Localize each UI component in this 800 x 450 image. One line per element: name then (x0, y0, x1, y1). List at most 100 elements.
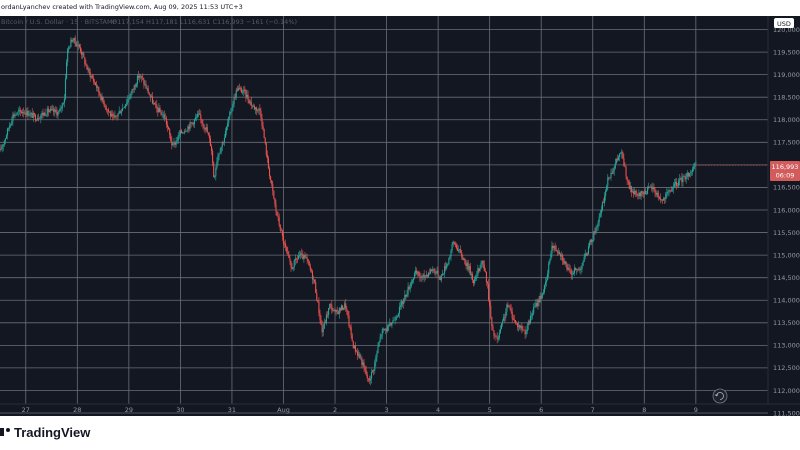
candle-body (299, 255, 301, 256)
candle-body (563, 260, 565, 264)
candle-body (396, 316, 398, 318)
candle-body (71, 39, 73, 42)
candle-body (314, 279, 316, 282)
candle-body (212, 150, 214, 163)
ohlc-legend: O117,154 H117,181 L116,631 C116,993 −161… (112, 18, 297, 26)
candle-body (68, 47, 70, 50)
candle-body (243, 89, 245, 92)
candle-body (169, 129, 171, 135)
candle-body (8, 128, 10, 129)
candle-body (5, 135, 7, 139)
time-tick-label: 9 (694, 406, 698, 414)
candle-body (124, 107, 126, 108)
candle-body (224, 130, 227, 138)
candle-body (499, 328, 501, 333)
candle-body (660, 199, 663, 201)
candle-body (320, 319, 322, 325)
candle-body (366, 374, 368, 379)
candle-body (372, 370, 374, 372)
candle-body (190, 122, 192, 124)
candle-body (681, 177, 683, 183)
candle-body (509, 306, 511, 309)
candle-body (241, 88, 243, 93)
candle-body (477, 268, 479, 276)
candle-body (659, 197, 661, 200)
candle-body (100, 95, 102, 100)
candle-body (353, 345, 355, 349)
candle-body (600, 209, 602, 214)
candle-body (614, 163, 616, 169)
candle-body (520, 326, 522, 328)
candle-body (675, 182, 678, 186)
candle-body (457, 250, 460, 251)
candle-body (336, 309, 338, 312)
candle-body (288, 253, 290, 258)
candle-body (671, 188, 673, 192)
candle-body (256, 107, 258, 111)
candle-body (245, 89, 247, 97)
candle-body (228, 116, 230, 124)
candle-body (339, 308, 341, 311)
candle-body (667, 192, 669, 193)
candle-body (182, 132, 184, 134)
candle-body (565, 261, 567, 265)
candle-body (362, 362, 364, 365)
candle-body (504, 317, 506, 319)
candle-body (199, 113, 201, 115)
candle-body (263, 129, 265, 138)
candle-body (188, 126, 190, 129)
candle-body (364, 367, 366, 371)
candle-body (679, 178, 681, 181)
candle-body (162, 114, 164, 116)
candle-body (184, 131, 186, 133)
candle-body (140, 75, 142, 77)
candle-body (20, 111, 23, 113)
candle-body (163, 114, 165, 119)
candle-body (205, 127, 207, 130)
candle-body (460, 249, 462, 253)
candle-body (426, 274, 428, 277)
candle-body (581, 265, 583, 270)
candle-body (638, 192, 640, 196)
go-to-realtime-button[interactable] (712, 388, 728, 404)
candle-body (609, 177, 611, 179)
candle-body (217, 155, 219, 162)
candle-body (631, 191, 634, 193)
candle-body (519, 325, 521, 328)
candle-body (441, 273, 443, 276)
candle-body (404, 294, 406, 299)
candle-body (389, 323, 391, 325)
candle-body (209, 138, 212, 147)
candle-body (319, 313, 321, 320)
candle-body (596, 227, 598, 228)
candle-body (42, 113, 44, 116)
candle-body (106, 109, 108, 111)
candle-body (69, 47, 71, 48)
candle-body (345, 303, 347, 310)
candle-body (643, 191, 645, 195)
candle-body (83, 53, 85, 58)
candle-body (537, 300, 539, 307)
candle-body (116, 115, 118, 117)
candle-body (114, 115, 116, 118)
currency-badge[interactable]: USD (774, 18, 794, 28)
candle-body (665, 193, 667, 200)
candle-body (662, 199, 664, 201)
candle-body (561, 255, 563, 257)
candle-body (593, 231, 595, 241)
candle-body (567, 267, 569, 270)
candle-body (468, 266, 470, 270)
candle-body (564, 261, 566, 264)
candle-body (598, 216, 600, 223)
candle-body (127, 99, 129, 103)
candle-body (200, 114, 202, 119)
candle-body (113, 115, 115, 118)
candle-body (315, 281, 317, 293)
candle-body (264, 137, 266, 144)
candle-body (595, 227, 597, 233)
candle-body (373, 370, 375, 371)
time-tick-label: 31 (228, 406, 236, 414)
candle-body (286, 247, 288, 252)
candle-body (267, 158, 270, 169)
candle-body (16, 112, 18, 115)
